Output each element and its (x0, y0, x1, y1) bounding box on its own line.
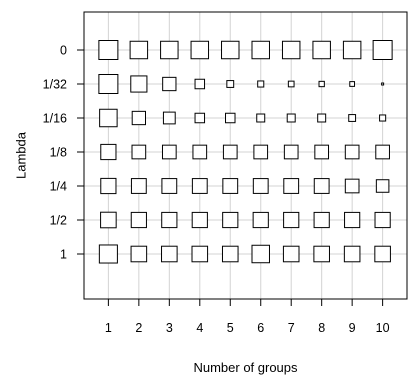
square-marker-lambda-1-2-groups-1 (100, 211, 117, 229)
square-marker-lambda-1-16-groups-1 (99, 108, 118, 128)
x-tick-label-4: 4 (196, 321, 203, 335)
square-marker-lambda-0-groups-6 (251, 40, 270, 60)
square-marker-lambda-1-32-groups-5 (226, 80, 235, 88)
y-tick-label-1: 1 (60, 248, 67, 262)
x-tick-label-9: 9 (349, 321, 356, 335)
square-marker-lambda-0-groups-9 (342, 40, 362, 60)
square-marker-lambda-1-groups-2 (130, 245, 148, 263)
square-marker-lambda-1-32-groups-10 (381, 82, 385, 86)
square-marker-lambda-1-4-groups-3 (161, 178, 178, 194)
square-marker-lambda-1-2-groups-4 (191, 211, 208, 229)
square-marker-lambda-1-4-groups-6 (252, 178, 269, 194)
square-marker-lambda-1-4-groups-10 (375, 179, 390, 193)
square-marker-lambda-1-16-groups-9 (348, 114, 357, 122)
square-marker-lambda-1-8-groups-10 (375, 144, 390, 160)
square-marker-lambda-1-4-groups-5 (222, 178, 239, 194)
square-marker-lambda-1-16-groups-10 (379, 114, 387, 122)
square-marker-lambda-0-groups-7 (281, 40, 301, 60)
square-marker-lambda-1-4-groups-2 (130, 178, 147, 194)
square-marker-lambda-1-8-groups-5 (222, 144, 238, 160)
square-marker-lambda-0-groups-4 (190, 40, 210, 60)
square-marker-lambda-1-32-groups-3 (162, 76, 177, 92)
square-marker-lambda-1-4-groups-8 (313, 178, 330, 194)
square-marker-lambda-1-groups-5 (221, 245, 239, 263)
square-marker-lambda-1-16-groups-4 (194, 112, 206, 124)
x-tick-label-7: 7 (288, 321, 295, 335)
y-tick-label-1-2: 1/2 (50, 214, 67, 228)
square-marker-lambda-1-2-groups-9 (344, 211, 361, 229)
square-marker-lambda-1-groups-10 (374, 245, 391, 263)
square-marker-lambda-1-2-groups-3 (161, 211, 178, 229)
square-marker-lambda-1-4-groups-1 (100, 177, 117, 195)
square-marker-lambda-1-32-groups-2 (130, 75, 148, 93)
square-marker-lambda-1-32-groups-9 (349, 81, 356, 87)
square-marker-lambda-1-2-groups-10 (374, 211, 391, 229)
y-tick-label-0: 0 (60, 44, 67, 58)
square-marker-lambda-0-groups-10 (372, 40, 393, 60)
square-marker-lambda-1-4-groups-7 (283, 178, 300, 194)
square-marker-lambda-1-16-groups-3 (162, 111, 176, 125)
square-marker-lambda-0-groups-1 (98, 40, 119, 60)
square-marker-lambda-1-groups-8 (313, 245, 330, 263)
square-marker-lambda-1-2-groups-6 (252, 211, 269, 229)
square-marker-lambda-0-groups-3 (160, 40, 179, 60)
x-tick-label-10: 10 (376, 321, 390, 335)
square-marker-lambda-1-groups-4 (191, 245, 209, 263)
square-marker-lambda-1-32-groups-6 (257, 80, 265, 88)
square-marker-lambda-1-8-groups-3 (161, 144, 177, 160)
square-marker-lambda-1-8-groups-8 (314, 144, 330, 160)
x-tick-label-6: 6 (257, 321, 264, 335)
square-marker-lambda-1-groups-7 (282, 245, 300, 263)
square-marker-lambda-1-groups-6 (251, 244, 270, 264)
square-marker-lambda-0-groups-2 (129, 40, 149, 60)
y-tick-label-1-8: 1/8 (50, 146, 67, 160)
square-marker-lambda-1-32-groups-8 (318, 80, 325, 88)
square-marker-lambda-1-2-groups-7 (283, 211, 300, 229)
axis-ticks: 1 2 3 4 5 6 7 8 9 10 0 1/32 1/16 1/8 1/4 1/2 1 (43, 44, 390, 336)
square-marker-lambda-1-2-groups-2 (130, 211, 147, 229)
square-marker-lambda-1-8-groups-7 (283, 144, 299, 160)
x-tick-label-1: 1 (105, 321, 112, 335)
square-marker-lambda-1-16-groups-8 (317, 113, 327, 123)
square-marker-lambda-0-groups-5 (221, 40, 240, 60)
square-marker-lambda-1-8-groups-2 (131, 144, 147, 160)
plot-frame (83, 11, 408, 300)
square-marker-lambda-1-16-groups-7 (286, 113, 296, 123)
square-marker-lambda-1-8-groups-4 (192, 144, 208, 160)
square-marker-lambda-1-8-groups-6 (253, 144, 269, 160)
square-marker-lambda-1-4-groups-9 (344, 178, 360, 194)
square-marker-lambda-1-16-groups-6 (256, 113, 266, 123)
square-marker-lambda-1-groups-1 (98, 244, 118, 264)
square-marker-lambda-1-groups-3 (161, 245, 178, 263)
square-marker-lambda-1-32-groups-7 (287, 80, 295, 88)
square-marker-lambda-1-16-groups-2 (131, 110, 146, 126)
x-tick-label-2: 2 (135, 321, 142, 335)
y-tick-label-1-4: 1/4 (50, 180, 67, 194)
data-marks (98, 40, 393, 264)
square-marker-lambda-1-16-groups-5 (225, 112, 236, 124)
square-marker-lambda-1-4-groups-4 (191, 178, 208, 194)
square-marker-lambda-1-2-groups-8 (313, 211, 330, 229)
square-marker-lambda-1-groups-9 (343, 245, 361, 263)
square-marker-lambda-1-8-groups-9 (344, 144, 360, 160)
x-axis-label: Number of groups (193, 360, 298, 375)
x-tick-label-5: 5 (227, 321, 234, 335)
y-tick-label-1-16: 1/16 (43, 112, 67, 126)
square-marker-lambda-1-8-groups-1 (100, 143, 117, 161)
square-marker-lambda-1-32-groups-4 (194, 78, 206, 90)
y-tick-label-1-32: 1/32 (43, 78, 67, 92)
x-tick-label-8: 8 (318, 321, 325, 335)
square-marker-lambda-1-2-groups-5 (222, 211, 239, 229)
square-marker-lambda-1-32-groups-1 (98, 74, 119, 94)
x-tick-label-3: 3 (166, 321, 173, 335)
square-marker-lambda-0-groups-8 (312, 40, 331, 60)
y-axis-label: Lambda (14, 131, 29, 179)
